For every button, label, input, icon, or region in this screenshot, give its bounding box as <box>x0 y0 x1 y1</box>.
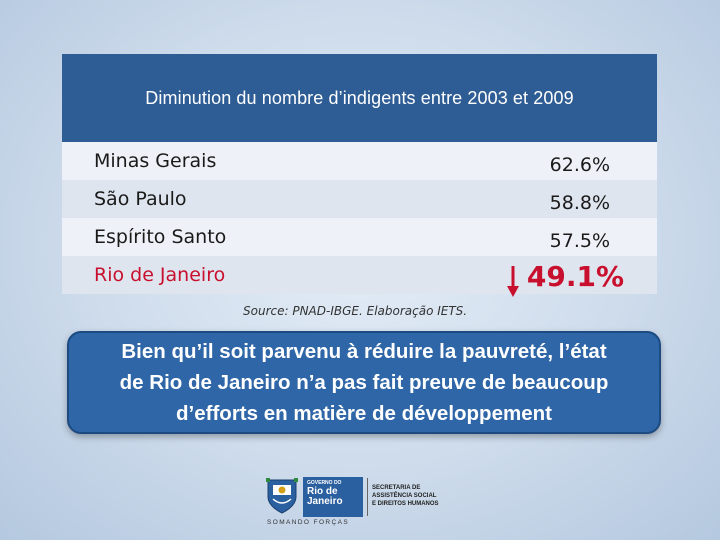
callout-text: Bien qu’il soit parvenu à réduire la pau… <box>112 336 617 429</box>
state-name: São Paulo <box>94 188 187 210</box>
state-value: 58.8% <box>549 192 610 214</box>
gov-name-line: Janeiro <box>307 496 343 507</box>
source-note: Source: PNAD-IBGE. Elaboração IETS. <box>243 304 468 318</box>
callout-line: d’efforts en matière de développement <box>176 402 552 425</box>
table-row-highlight: Rio de Janeiro 49.1% <box>62 256 657 297</box>
coat-of-arms-icon <box>266 478 298 514</box>
state-value: 49.1% <box>526 260 624 293</box>
secretariat-name: SECRETARIA DE ASSISTÊNCIA SOCIAL E DIREI… <box>372 484 439 508</box>
indigence-table: Diminution du nombre d’indigents entre 2… <box>62 54 657 298</box>
state-value: 57.5% <box>549 230 610 252</box>
table-row: Espírito Santo 57.5% <box>62 218 657 256</box>
gov-small-text: GOVERNO DO <box>307 480 342 486</box>
down-arrow-icon <box>507 266 519 297</box>
table-title: Diminution du nombre d’indigents entre 2… <box>145 87 574 108</box>
state-name: Rio de Janeiro <box>94 264 226 286</box>
gov-name: Rio de Janeiro <box>307 487 343 507</box>
state-name: Minas Gerais <box>94 150 217 172</box>
secretariat-line: ASSISTÊNCIA SOCIAL <box>372 493 437 499</box>
state-value: 62.6% <box>549 154 610 176</box>
table-row: São Paulo 58.8% <box>62 180 657 218</box>
logo-motto: SOMANDO FORÇAS <box>267 519 350 526</box>
government-logo: GOVERNO DO Rio de Janeiro SOMANDO FORÇAS… <box>265 474 455 530</box>
callout-line: de Rio de Janeiro n’a pas fait preuve de… <box>119 371 609 394</box>
secretariat-line: SECRETARIA DE <box>372 485 421 491</box>
table-row: Minas Gerais 62.6% <box>62 142 657 180</box>
logo-divider <box>367 478 368 516</box>
callout-line: Bien qu’il soit parvenu à réduire la pau… <box>121 340 607 363</box>
secretariat-line: E DIREITOS HUMANOS <box>372 501 439 507</box>
table-header: Diminution du nombre d’indigents entre 2… <box>62 54 657 142</box>
gov-block: GOVERNO DO Rio de Janeiro <box>303 477 363 517</box>
gov-name-line: Rio de <box>307 486 338 497</box>
callout-box: Bien qu’il soit parvenu à réduire la pau… <box>67 331 661 434</box>
state-name: Espírito Santo <box>94 226 227 248</box>
